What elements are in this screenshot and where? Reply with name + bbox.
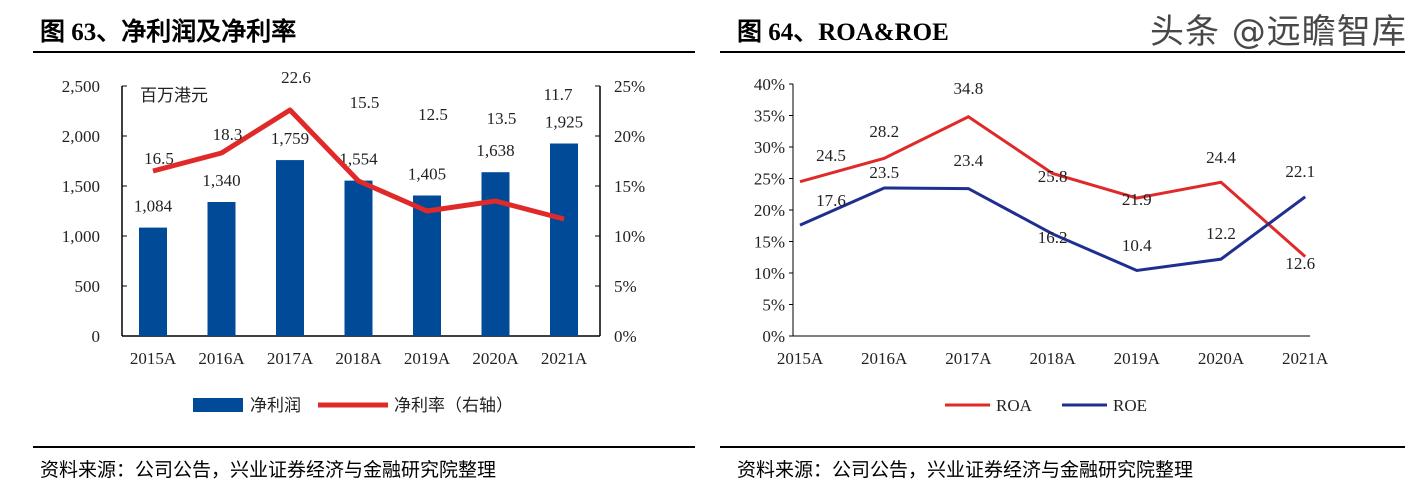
line-label: 12.5 — [418, 105, 448, 124]
legend-label: ROA — [996, 396, 1033, 415]
bar — [550, 143, 578, 336]
net-margin-line — [152, 107, 565, 222]
line-label: 16.2 — [1038, 228, 1068, 247]
roe-line — [799, 186, 1307, 273]
x-tick-label: 2020A — [1198, 349, 1245, 368]
x-tick-label: 2015A — [130, 349, 177, 368]
x-tick-label: 2020A — [472, 349, 519, 368]
x-tick-label: 2017A — [267, 349, 314, 368]
y-tick-label: 1,000 — [62, 227, 100, 246]
line-label: 21.9 — [1122, 190, 1152, 209]
y-tick-label: 0 — [92, 327, 101, 346]
x-tick-label: 2016A — [861, 349, 908, 368]
divider — [33, 51, 695, 53]
y-tick-label: 1,500 — [62, 177, 100, 196]
y2-tick-label: 10% — [614, 227, 645, 246]
line-label: 22.1 — [1285, 162, 1315, 181]
x-tick-label: 2021A — [1282, 349, 1329, 368]
right-chart-title: 图 64、ROA&ROE — [737, 19, 949, 46]
bar — [344, 180, 373, 336]
y-tick-label: 40% — [754, 75, 785, 94]
y-tick-label: 5% — [762, 296, 785, 315]
line-label: 17.6 — [816, 191, 846, 210]
y2-tick-label: 25% — [614, 77, 645, 96]
legend-label: 净利率（右轴） — [394, 396, 513, 415]
bar-label: 1,084 — [134, 197, 173, 216]
line-label: 23.4 — [954, 151, 984, 170]
y-tick-label: 15% — [754, 233, 785, 252]
line-label: 10.4 — [1122, 236, 1152, 255]
divider — [720, 51, 1405, 53]
bar — [276, 160, 304, 336]
x-tick-label: 2016A — [198, 349, 245, 368]
y-tick-label: 25% — [754, 170, 785, 189]
line-label: 13.5 — [487, 109, 517, 128]
line-label: 34.8 — [954, 79, 984, 98]
y2-tick-label: 15% — [614, 177, 645, 196]
line-label: 12.6 — [1285, 254, 1315, 273]
divider — [33, 446, 695, 448]
bar-label: 1,925 — [545, 113, 583, 132]
line-label: 25.8 — [1038, 167, 1068, 186]
bar-label: 1,759 — [271, 129, 309, 148]
line-label: 24.5 — [816, 146, 846, 165]
roa-line — [799, 115, 1307, 258]
bar — [481, 172, 510, 336]
legend-label: 净利润 — [250, 396, 301, 415]
x-tick-label: 2017A — [945, 349, 992, 368]
left-chart-title: 图 63、净利润及净利率 — [40, 19, 297, 46]
y2-tick-label: 20% — [614, 127, 645, 146]
bar-label: 1,340 — [202, 171, 240, 190]
line-label: 15.5 — [350, 93, 380, 112]
line-label: 22.6 — [281, 68, 311, 87]
y2-tick-label: 5% — [614, 277, 637, 296]
bar — [207, 202, 236, 336]
y-tick-label: 2,500 — [62, 77, 100, 96]
watermark: 头条 @远瞻智库 — [1150, 12, 1407, 52]
line-label: 18.3 — [213, 125, 243, 144]
bar-label: 1,554 — [339, 150, 378, 169]
legend-swatch-bar — [193, 398, 243, 412]
bar — [139, 227, 167, 336]
y-tick-label: 2,000 — [62, 127, 100, 146]
line-label: 23.5 — [869, 163, 899, 182]
x-tick-label: 2021A — [541, 349, 588, 368]
left-source-note: 资料来源：公司公告，兴业证券经济与金融研究院整理 — [40, 460, 497, 481]
x-tick-label: 2015A — [777, 349, 824, 368]
bar — [413, 195, 441, 336]
x-tick-label: 2019A — [404, 349, 451, 368]
bar-label: 1,405 — [408, 165, 446, 184]
unit-label: 百万港元 — [140, 86, 208, 105]
y-tick-label: 30% — [754, 138, 785, 157]
line-label: 16.5 — [144, 149, 174, 168]
line-label: 12.2 — [1206, 224, 1236, 243]
x-tick-label: 2018A — [335, 349, 382, 368]
y-tick-label: 20% — [754, 201, 785, 220]
legend-label: ROE — [1113, 396, 1147, 415]
line-label: 24.4 — [1206, 148, 1236, 167]
y2-tick-label: 0% — [614, 327, 637, 346]
line-label: 28.2 — [869, 122, 899, 141]
y-tick-label: 35% — [754, 107, 785, 126]
right-source-note: 资料来源：公司公告，兴业证券经济与金融研究院整理 — [737, 460, 1194, 481]
x-tick-label: 2019A — [1114, 349, 1161, 368]
y-tick-label: 500 — [75, 277, 101, 296]
y-tick-label: 0% — [762, 327, 785, 346]
bar-label: 1,638 — [476, 141, 514, 160]
divider — [720, 446, 1405, 448]
x-tick-label: 2018A — [1029, 349, 1076, 368]
y-tick-label: 10% — [754, 264, 785, 283]
line-label: 11.7 — [543, 85, 573, 104]
